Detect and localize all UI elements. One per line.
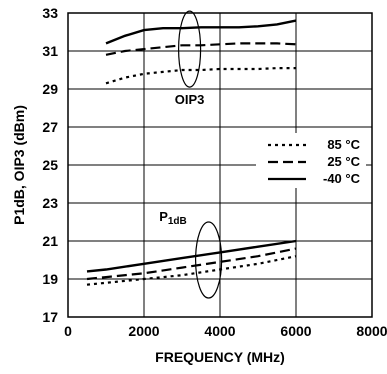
legend-label: 85 °C [327,137,360,152]
y-tick-label: 27 [42,119,58,135]
x-tick-label: 4000 [204,323,235,339]
y-tick-labels: 17 19 21 23 25 27 29 31 33 [42,5,58,325]
x-tick-label: 8000 [356,323,387,339]
y-tick-label: 19 [42,271,58,287]
y-tick-label: 21 [42,233,58,249]
x-tick-label: 2000 [128,323,159,339]
y-tick-label: 17 [42,309,58,325]
group-ellipses [178,10,223,299]
series-line-p1db [86,255,297,286]
y-tick-label: 25 [42,157,58,173]
series-line-p1db [86,247,297,281]
legend-label: -40 °C [323,171,361,186]
oip3-ellipse [178,10,202,88]
y-tick-label: 29 [42,81,58,97]
p1db-ellipse [195,221,223,299]
plot-frame [67,12,373,318]
x-tick-labels: 0 2000 4000 6000 8000 [64,323,387,339]
legend: 85 °C 25 °C -40 °C [256,133,366,188]
y-tick-label: 23 [42,195,58,211]
p1db-annotation-main: P [159,209,168,224]
p1db-annotation-sub: 1dB [168,216,187,227]
y-tick-label: 31 [42,43,58,59]
series-line-oip3 [105,19,297,45]
p1db-annotation: P1dB [159,209,187,227]
legend-label: 25 °C [327,154,360,169]
x-tick-label: 0 [64,323,72,339]
oip3-annotation: OIP3 [175,92,205,107]
x-axis-label: FREQUENCY (MHz) [155,349,285,365]
series-line-oip3 [105,66,296,85]
y-axis-label: P1dB, OIP3 (dBm) [11,105,27,225]
x-tick-label: 6000 [280,323,311,339]
series-line-p1db [86,239,297,273]
y-tick-label: 33 [42,5,58,21]
